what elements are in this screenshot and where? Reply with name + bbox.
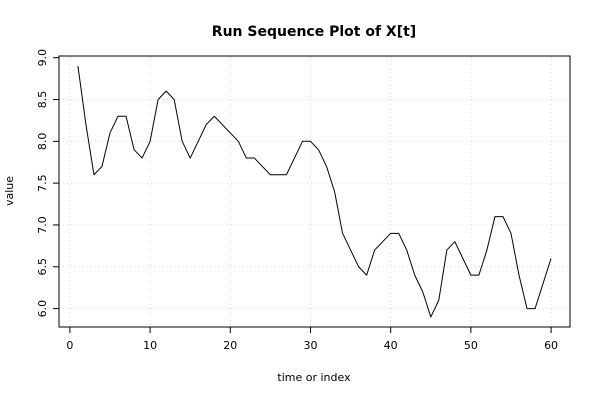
- x-tick-label: 30: [303, 339, 317, 352]
- x-tick-label: 10: [143, 339, 157, 352]
- y-tick-label: 9.0: [36, 49, 49, 66]
- chart-title: Run Sequence Plot of X[t]: [212, 24, 416, 40]
- plot-frame: [58, 55, 571, 328]
- x-tick-label: 50: [464, 339, 478, 352]
- x-tick-label: 20: [223, 339, 237, 352]
- y-tick-label: 8.5: [36, 91, 49, 109]
- y-axis: 6.0 6.5 7.0 7.5 8.0 8.5 9.0: [36, 49, 59, 317]
- data-series: [77, 65, 552, 318]
- y-tick-label: 7.5: [36, 174, 49, 192]
- grid-lines: [59, 56, 570, 327]
- y-tick-label: 6.0: [36, 300, 49, 318]
- y-tick-label: 7.0: [36, 216, 49, 234]
- x-tick-label: 0: [66, 339, 73, 352]
- y-axis-label: value: [3, 176, 16, 206]
- x-axis-label: time or index: [277, 371, 351, 384]
- series-line: [77, 65, 552, 318]
- x-axis: 0 10 20 30 40 50 60: [66, 327, 558, 352]
- y-tick-label: 6.5: [36, 258, 49, 276]
- x-tick-label: 60: [544, 339, 558, 352]
- y-tick-label: 8.0: [36, 133, 49, 151]
- x-tick-label: 40: [384, 339, 398, 352]
